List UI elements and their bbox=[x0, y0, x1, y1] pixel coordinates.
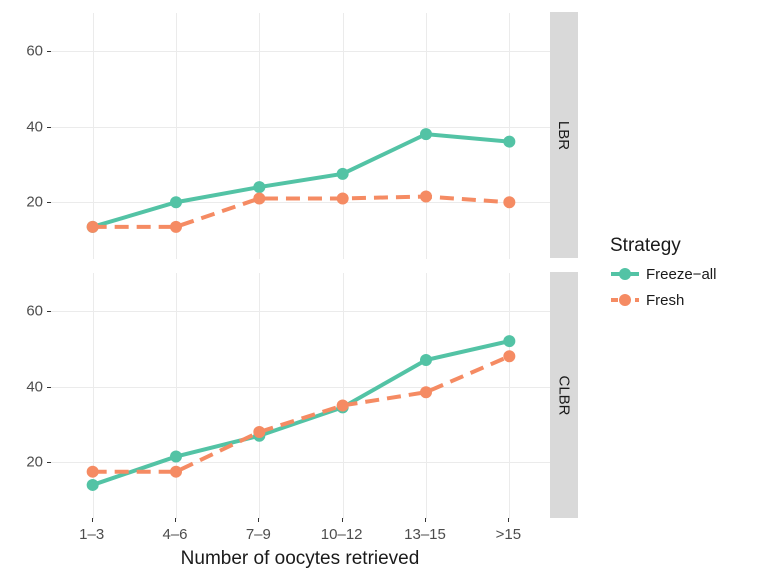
series-point-freeze_all bbox=[170, 451, 182, 463]
x-tick-label: 7–9 bbox=[246, 526, 271, 543]
x-tick-mark bbox=[175, 518, 176, 522]
x-tick-label: 10–12 bbox=[321, 526, 363, 543]
strip-text: CLBR bbox=[556, 375, 573, 415]
y-tick-label: 60 bbox=[26, 42, 43, 59]
x-tick-mark bbox=[342, 518, 343, 522]
series-point-freeze_all bbox=[503, 335, 515, 347]
y-tick-label: 20 bbox=[26, 194, 43, 211]
series-line-fresh bbox=[93, 356, 510, 471]
series-point-freeze_all bbox=[170, 196, 182, 208]
legend-item-freeze_all: Freeze−all bbox=[610, 263, 716, 285]
series-point-freeze_all bbox=[253, 181, 265, 193]
x-axis-title: Number of oocytes retrieved bbox=[50, 548, 550, 570]
series-point-fresh bbox=[337, 192, 349, 204]
legend-label-freeze_all: Freeze−all bbox=[646, 266, 716, 283]
x-tick-label: 1–3 bbox=[79, 526, 104, 543]
series-point-fresh bbox=[87, 466, 99, 478]
series-point-fresh bbox=[253, 192, 265, 204]
panel-svg bbox=[51, 13, 551, 259]
series-point-freeze_all bbox=[503, 136, 515, 148]
x-tick-label: 13–15 bbox=[404, 526, 446, 543]
x-tick-label: >15 bbox=[496, 526, 521, 543]
panel-svg bbox=[51, 273, 551, 519]
series-line-fresh bbox=[93, 197, 510, 227]
series-point-fresh bbox=[503, 196, 515, 208]
panel-clbr: 204060 bbox=[50, 272, 552, 520]
series-point-fresh bbox=[420, 386, 432, 398]
legend-key-freeze_all bbox=[610, 263, 640, 285]
series-point-freeze_all bbox=[420, 354, 432, 366]
series-point-freeze_all bbox=[420, 128, 432, 140]
y-tick-label: 60 bbox=[26, 302, 43, 319]
x-tick-label: 4–6 bbox=[162, 526, 187, 543]
legend: Strategy Freeze−all Fresh bbox=[610, 235, 716, 315]
series-line-freeze_all bbox=[93, 341, 510, 485]
series-point-fresh bbox=[420, 191, 432, 203]
series-point-fresh bbox=[170, 221, 182, 233]
strip-label-clbr: CLBR bbox=[550, 272, 578, 518]
strip-text: LBR bbox=[556, 120, 573, 149]
x-tick-mark bbox=[425, 518, 426, 522]
series-point-fresh bbox=[337, 399, 349, 411]
series-point-fresh bbox=[503, 350, 515, 362]
y-tick-label: 40 bbox=[26, 378, 43, 395]
series-point-freeze_all bbox=[337, 168, 349, 180]
series-point-fresh bbox=[253, 426, 265, 438]
strip-label-lbr: LBR bbox=[550, 12, 578, 258]
x-tick-mark bbox=[258, 518, 259, 522]
panel-lbr: 204060 bbox=[50, 12, 552, 260]
legend-items: Freeze−all Fresh bbox=[610, 263, 716, 311]
x-tick-mark bbox=[508, 518, 509, 522]
series-point-fresh bbox=[87, 221, 99, 233]
series-point-freeze_all bbox=[87, 479, 99, 491]
series-line-freeze_all bbox=[93, 134, 510, 227]
x-tick-mark bbox=[92, 518, 93, 522]
legend-title: Strategy bbox=[610, 235, 716, 257]
plot-area: 204060LBR204060CLBR1–34–67–910–1213–15>1… bbox=[50, 12, 580, 532]
legend-item-fresh: Fresh bbox=[610, 289, 716, 311]
chart-container: 204060LBR204060CLBR1–34–67–910–1213–15>1… bbox=[0, 0, 771, 582]
legend-key-fresh bbox=[610, 289, 640, 311]
legend-label-fresh: Fresh bbox=[646, 292, 684, 309]
series-point-fresh bbox=[170, 466, 182, 478]
y-tick-label: 40 bbox=[26, 118, 43, 135]
y-tick-label: 20 bbox=[26, 454, 43, 471]
